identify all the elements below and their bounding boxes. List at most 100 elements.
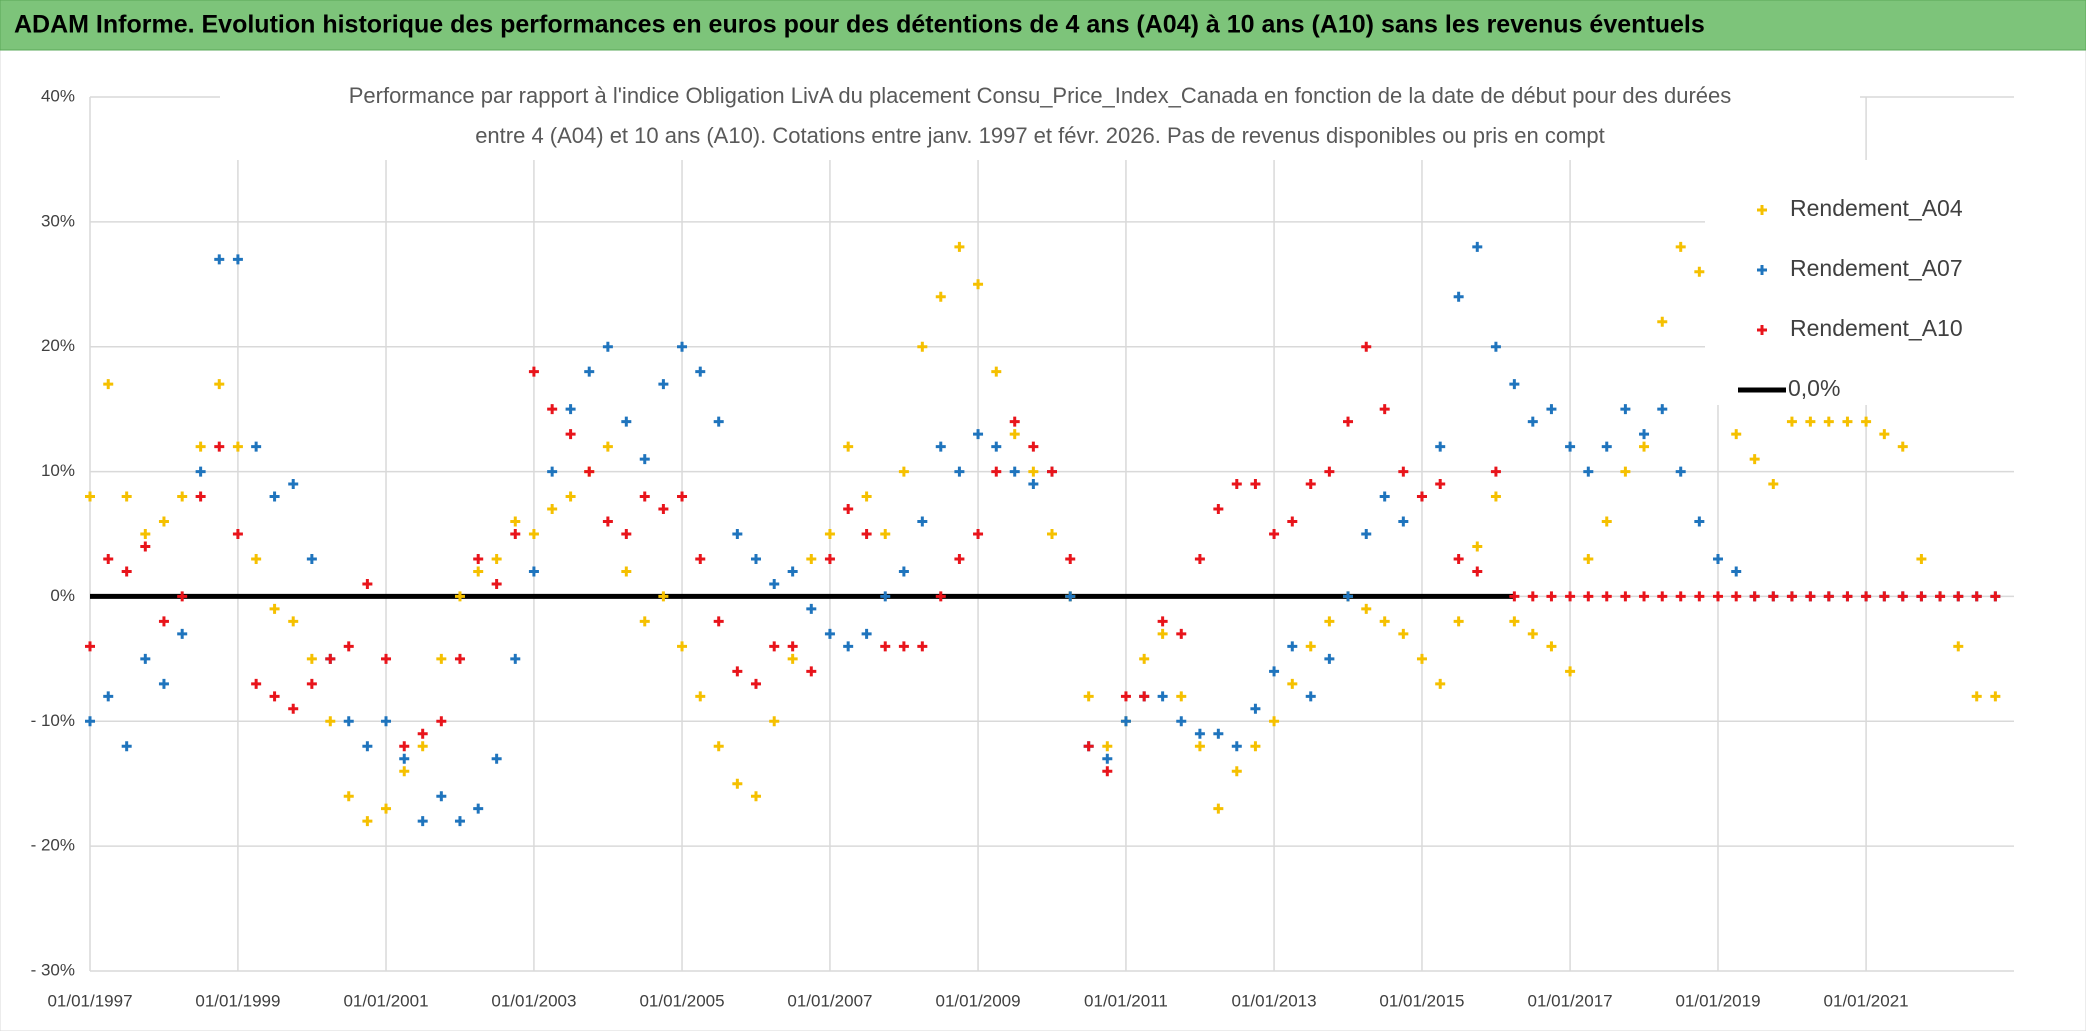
- point: [1490, 466, 1501, 477]
- point: [1823, 591, 1834, 602]
- point: [991, 466, 1002, 477]
- point: [861, 529, 872, 539]
- point: [1120, 716, 1131, 727]
- point: [602, 516, 613, 527]
- point: [1231, 766, 1242, 777]
- point: [1509, 616, 1520, 627]
- x-tick-label: 01/01/2001: [343, 991, 428, 1010]
- point: [177, 628, 188, 639]
- point: [1416, 653, 1427, 664]
- y-tick-label: - 10%: [31, 711, 75, 730]
- point: [1453, 553, 1464, 564]
- point: [528, 566, 539, 577]
- point: [1657, 316, 1668, 327]
- point: [454, 591, 465, 602]
- point: [1935, 591, 1946, 602]
- point: [695, 366, 706, 377]
- point: [1343, 416, 1354, 427]
- point: [121, 741, 132, 752]
- point: [177, 491, 188, 502]
- point: [1490, 341, 1501, 352]
- point: [473, 803, 484, 814]
- point: [1139, 653, 1150, 664]
- point: [898, 641, 909, 652]
- point: [269, 491, 280, 502]
- point: [85, 716, 95, 727]
- point: [1009, 416, 1020, 427]
- point: [1675, 466, 1686, 477]
- point: [973, 279, 984, 290]
- point: [973, 529, 984, 539]
- point: [787, 566, 798, 577]
- point: [565, 404, 576, 415]
- point: [861, 491, 872, 502]
- point: [121, 491, 132, 502]
- point: [1453, 616, 1464, 627]
- point: [584, 366, 595, 377]
- point: [1601, 591, 1612, 602]
- point: [1675, 591, 1686, 602]
- point: [732, 778, 743, 789]
- point: [1694, 591, 1705, 602]
- point: [917, 516, 928, 527]
- x-tick-label: 01/01/2007: [787, 991, 872, 1010]
- point: [436, 716, 447, 727]
- point: [1786, 416, 1797, 427]
- legend-label: Rendement_A07: [1790, 255, 1963, 281]
- point: [880, 591, 891, 602]
- point: [1971, 691, 1982, 702]
- point: [1269, 666, 1280, 677]
- x-tick-label: 01/01/2009: [935, 991, 1020, 1010]
- point: [547, 404, 558, 415]
- point: [491, 578, 502, 589]
- point: [140, 653, 151, 664]
- point: [695, 691, 706, 702]
- point: [528, 366, 539, 377]
- point: [1398, 516, 1409, 527]
- point: [1842, 591, 1853, 602]
- point: [362, 741, 373, 752]
- point: [1601, 441, 1612, 452]
- point: [1879, 429, 1890, 440]
- point: [1583, 466, 1594, 477]
- point: [1712, 553, 1723, 564]
- point: [436, 653, 447, 664]
- point: [1324, 616, 1335, 627]
- point: [1083, 741, 1094, 752]
- point: [602, 441, 613, 452]
- point: [325, 716, 336, 727]
- point: [1916, 553, 1927, 564]
- point: [1953, 591, 1964, 602]
- point: [103, 691, 114, 702]
- point: [399, 753, 410, 764]
- point: [713, 741, 724, 752]
- point: [1379, 404, 1390, 415]
- point: [1102, 753, 1113, 764]
- header-bar: [0, 0, 2086, 51]
- marks: [85, 241, 2001, 827]
- point: [1231, 741, 1242, 752]
- point: [1398, 628, 1409, 639]
- point: [1731, 429, 1742, 440]
- y-tick-label: 20%: [41, 336, 75, 355]
- point: [1805, 416, 1816, 427]
- point: [824, 553, 835, 564]
- point: [806, 603, 817, 614]
- point: [1971, 591, 1982, 602]
- chart-title: Performance par rapport à l'indice Oblig…: [349, 83, 1732, 108]
- point: [843, 641, 854, 652]
- point: [1287, 516, 1298, 527]
- point: [1361, 341, 1372, 352]
- point: [1861, 591, 1872, 602]
- point: [713, 616, 724, 627]
- point: [658, 591, 669, 602]
- point: [1361, 529, 1372, 539]
- point: [510, 529, 521, 539]
- point: [140, 529, 151, 539]
- point: [1546, 641, 1557, 652]
- point: [1009, 466, 1020, 477]
- point: [1213, 803, 1224, 814]
- point: [584, 466, 595, 477]
- point: [214, 254, 225, 265]
- point: [1065, 591, 1076, 602]
